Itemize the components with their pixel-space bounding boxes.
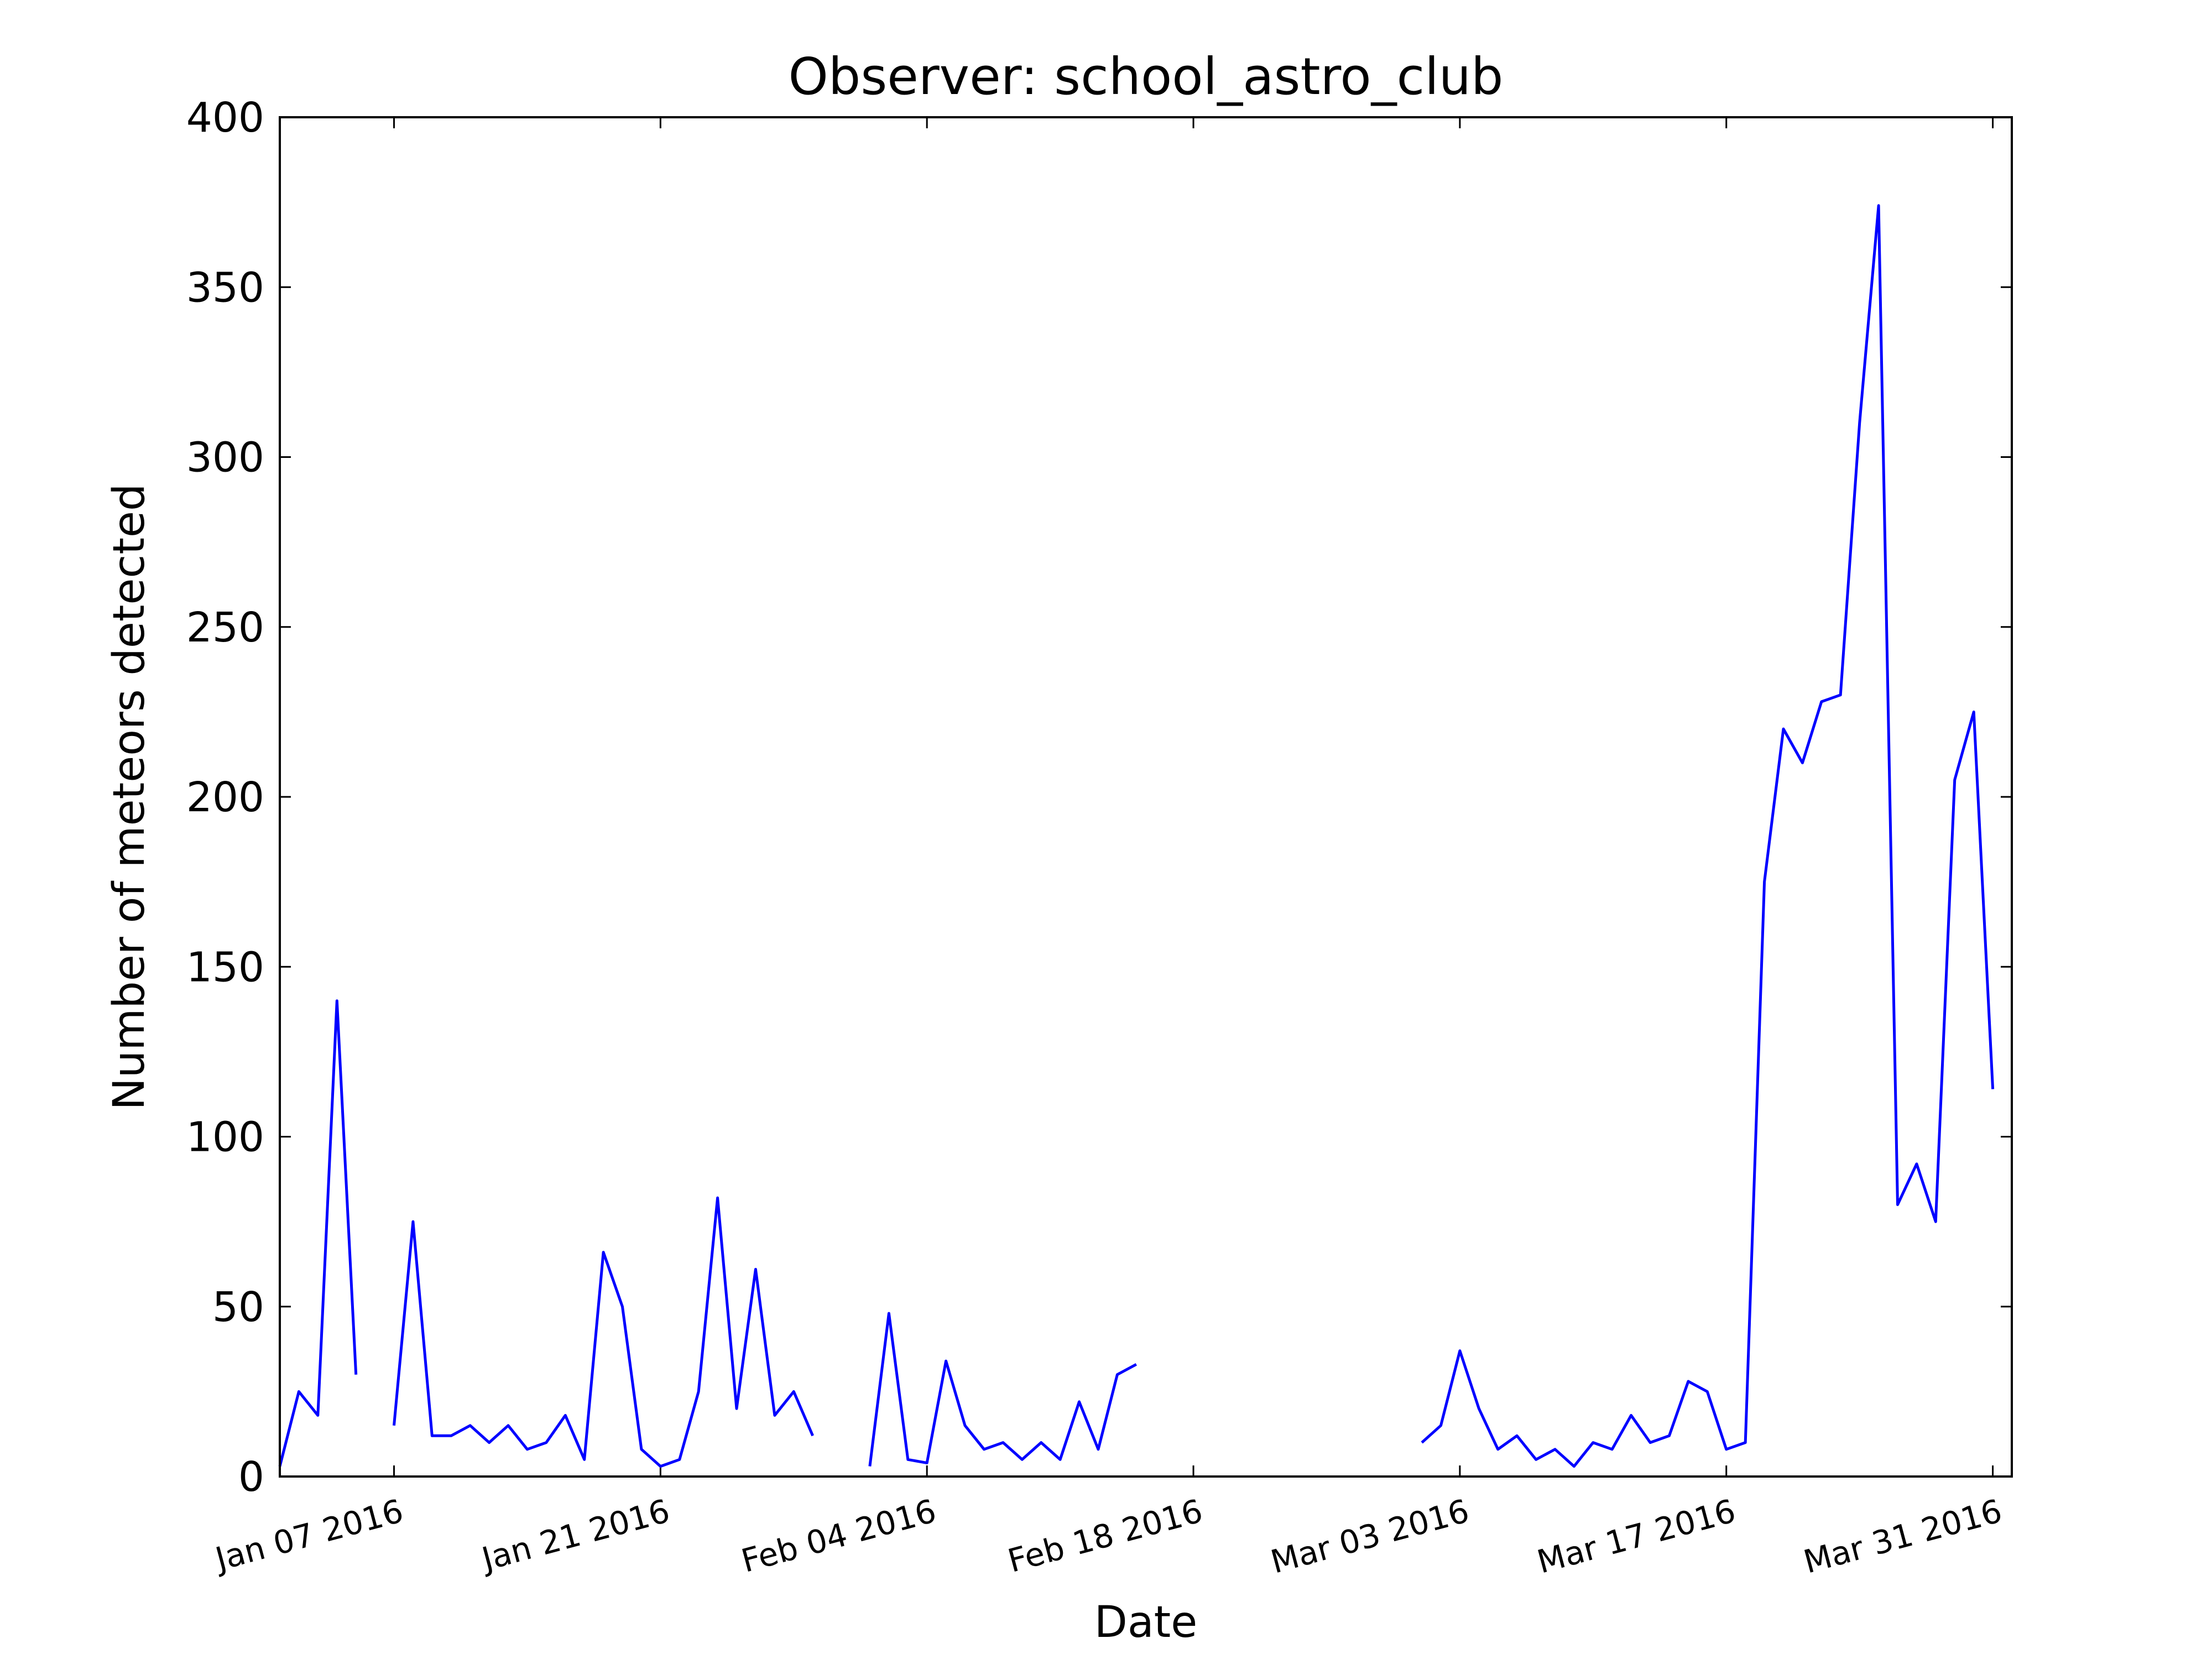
y-tick-label: 350 [186, 264, 264, 311]
y-tick-label: 150 [186, 943, 264, 991]
y-tick-label: 400 [186, 94, 264, 142]
x-axis-label: Date [1094, 1598, 1197, 1647]
chart-title: Observer: school_astro_club [789, 47, 1504, 106]
y-tick-label: 50 [212, 1284, 264, 1331]
y-tick-label: 0 [238, 1453, 264, 1501]
data-line [278, 204, 1995, 1468]
y-tick-label: 200 [186, 774, 264, 821]
y-tick-label: 100 [186, 1114, 264, 1161]
y-axis-label: Number of meteors detected [105, 484, 154, 1110]
y-tick-label: 300 [186, 434, 264, 482]
plot-frame [279, 116, 2013, 1478]
y-tick-label: 250 [186, 604, 264, 651]
